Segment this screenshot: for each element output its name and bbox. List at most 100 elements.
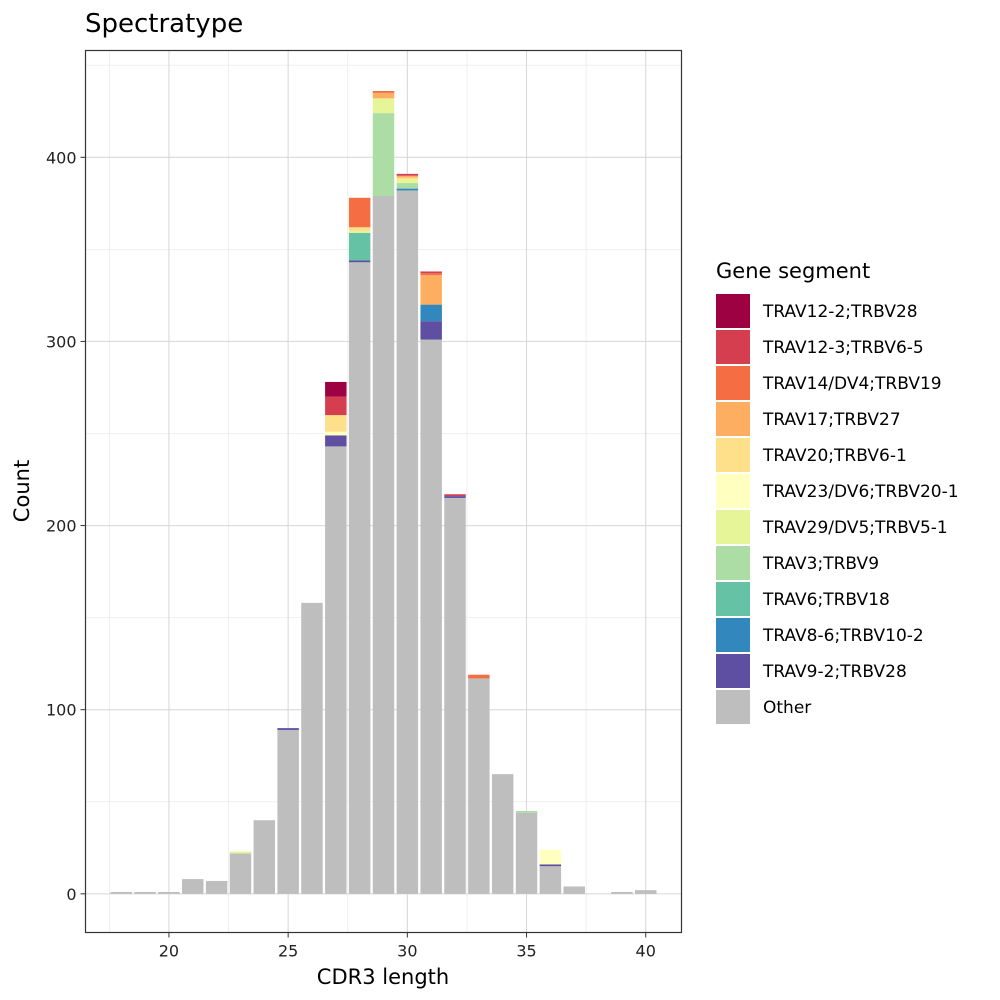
bar-segment bbox=[444, 494, 466, 497]
y-tick-label: 100 bbox=[46, 701, 77, 720]
legend-item: TRAV12-3;TRBV6-5 bbox=[716, 330, 924, 364]
bar-segment bbox=[396, 177, 419, 180]
legend-label: TRAV8-6;TRBV10-2 bbox=[762, 626, 924, 646]
legend-item: Other bbox=[716, 690, 811, 724]
bar-segment bbox=[205, 880, 228, 894]
bar-segment bbox=[420, 304, 442, 322]
legend-swatch bbox=[716, 474, 750, 508]
legend-label: TRAV3;TRBV9 bbox=[762, 554, 879, 574]
bar-segment bbox=[229, 853, 252, 894]
bar-segment bbox=[301, 602, 323, 894]
bar-segment bbox=[325, 381, 347, 397]
bars-layer bbox=[110, 91, 657, 894]
bar-segment bbox=[396, 173, 419, 176]
legend-item: TRAV6;TRBV18 bbox=[716, 582, 890, 616]
legend-swatch bbox=[716, 546, 750, 580]
bar-segment bbox=[635, 890, 657, 894]
bar-segment bbox=[515, 812, 538, 894]
legend-swatch bbox=[716, 654, 750, 688]
bar-segment bbox=[253, 820, 276, 894]
minor-gridlines bbox=[85, 50, 682, 933]
bar-segment bbox=[468, 678, 490, 894]
legend-item: TRAV12-2;TRBV28 bbox=[716, 294, 918, 328]
bar-segment bbox=[182, 879, 204, 894]
bar-segment bbox=[420, 273, 442, 276]
bar-segment bbox=[396, 188, 419, 191]
legend-label: TRAV9-2;TRBV28 bbox=[762, 662, 907, 682]
bar-segment bbox=[325, 396, 347, 416]
bar-segment bbox=[396, 190, 419, 894]
bar-segment bbox=[468, 674, 490, 679]
bar-segment bbox=[348, 232, 371, 261]
bar-segment bbox=[372, 92, 395, 99]
y-tick-label: 200 bbox=[46, 517, 77, 536]
bar-segment bbox=[420, 321, 442, 340]
bar-segment bbox=[372, 91, 395, 93]
bar-segment bbox=[372, 98, 395, 114]
bar-segment bbox=[325, 435, 347, 447]
bar-segment bbox=[348, 227, 371, 231]
bar-segment bbox=[396, 183, 419, 189]
x-tick-label: 30 bbox=[397, 942, 417, 961]
legend-label: TRAV12-3;TRBV6-5 bbox=[762, 338, 924, 358]
x-tick-label: 25 bbox=[278, 942, 298, 961]
bar-segment bbox=[539, 849, 562, 865]
legend-item: TRAV3;TRBV9 bbox=[716, 546, 879, 580]
legend-swatch bbox=[716, 510, 750, 544]
chart-title: Spectratype bbox=[85, 9, 243, 39]
bar-segment bbox=[420, 339, 442, 894]
y-axis: 0 100 200 300 400 bbox=[46, 148, 86, 904]
legend-swatch bbox=[716, 690, 750, 724]
bar-segment bbox=[277, 729, 299, 894]
legend-title: Gene segment bbox=[716, 259, 870, 283]
bar-segment bbox=[444, 497, 466, 894]
bar-segment bbox=[515, 810, 538, 813]
bar-segment bbox=[539, 866, 562, 894]
bar-segment bbox=[491, 774, 514, 894]
legend-swatch bbox=[716, 618, 750, 652]
bar-segment bbox=[348, 230, 371, 233]
bar-segment bbox=[563, 886, 585, 894]
bar-segment bbox=[611, 891, 633, 894]
legend-label: TRAV23/DV6;TRBV20-1 bbox=[762, 482, 959, 502]
legend-item: TRAV17;TRBV27 bbox=[716, 402, 901, 436]
bar-segment bbox=[229, 851, 252, 854]
x-tick-label: 35 bbox=[516, 942, 536, 961]
bar-segment bbox=[539, 864, 562, 867]
legend-label: TRAV29/DV5;TRBV5-1 bbox=[762, 518, 948, 538]
legend-label: TRAV12-2;TRBV28 bbox=[762, 302, 918, 322]
bar-segment bbox=[325, 446, 347, 894]
legend: Gene segment TRAV12-2;TRBV28 TRAV12-3;TRB… bbox=[716, 259, 959, 724]
bar-segment bbox=[372, 195, 395, 894]
y-tick-label: 0 bbox=[66, 885, 76, 904]
legend-item: TRAV14/DV4;TRBV19 bbox=[716, 366, 942, 400]
legend-item: TRAV23/DV6;TRBV20-1 bbox=[716, 474, 959, 508]
legend-item: TRAV20;TRBV6-1 bbox=[716, 438, 907, 472]
bar-segment bbox=[325, 431, 347, 436]
legend-swatch bbox=[716, 402, 750, 436]
bar-segment bbox=[277, 728, 299, 730]
legend-item: TRAV8-6;TRBV10-2 bbox=[716, 618, 924, 652]
legend-swatch bbox=[716, 438, 750, 472]
legend-label: TRAV14/DV4;TRBV19 bbox=[762, 374, 942, 394]
y-tick-label: 400 bbox=[46, 148, 77, 167]
bar-segment bbox=[110, 891, 132, 894]
legend-swatch bbox=[716, 366, 750, 400]
bar-segment bbox=[134, 891, 156, 894]
bar-segment bbox=[396, 175, 419, 178]
plot-panel-border bbox=[84, 49, 683, 934]
bar-segment bbox=[325, 415, 347, 432]
legend-label: Other bbox=[763, 698, 811, 718]
bar-segment bbox=[420, 271, 442, 274]
bar-segment bbox=[396, 179, 419, 184]
bar-segment bbox=[158, 891, 180, 894]
y-axis-title: Count bbox=[10, 460, 34, 522]
legend-label: TRAV17;TRBV27 bbox=[762, 410, 901, 430]
x-tick-label: 20 bbox=[159, 942, 179, 961]
bar-segment bbox=[372, 113, 395, 196]
legend-label: TRAV6;TRBV18 bbox=[762, 590, 890, 610]
bar-segment bbox=[348, 197, 371, 228]
legend-swatch bbox=[716, 330, 750, 364]
legend-swatch bbox=[716, 294, 750, 328]
